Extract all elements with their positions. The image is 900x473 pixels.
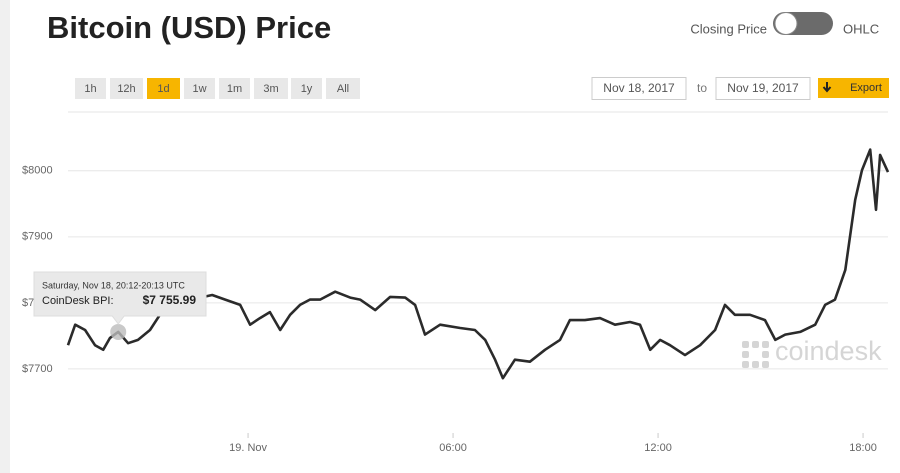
range-button-label[interactable]: 1y xyxy=(301,83,313,95)
range-button[interactable] xyxy=(219,78,250,99)
toggle-label-right[interactable]: OHLC xyxy=(843,21,879,36)
watermark-dot xyxy=(752,341,759,348)
range-button[interactable] xyxy=(254,78,288,99)
toggle-label-left[interactable]: Closing Price xyxy=(690,21,767,36)
tooltip-value: $7 755.99 xyxy=(143,293,197,307)
watermark-text: coindesk xyxy=(775,336,882,366)
tooltip-series: CoinDesk BPI: xyxy=(42,295,114,307)
range-button-label[interactable]: 1d xyxy=(157,83,169,95)
watermark-dot xyxy=(752,361,759,368)
watermark-dot xyxy=(762,341,769,348)
range-button[interactable] xyxy=(291,78,322,99)
watermark-dot xyxy=(762,361,769,368)
hover-point xyxy=(110,323,127,340)
watermark-dot xyxy=(762,351,769,358)
range-button-label[interactable]: 12h xyxy=(117,83,135,95)
date-from-box[interactable] xyxy=(591,77,687,100)
export-label[interactable]: Export xyxy=(850,82,882,94)
watermark-dot xyxy=(742,351,749,358)
range-button-label[interactable]: 3m xyxy=(263,83,278,95)
range-button[interactable] xyxy=(184,78,215,99)
export-button[interactable] xyxy=(818,78,889,98)
y-tick-label: $7700 xyxy=(22,363,53,375)
range-button[interactable] xyxy=(75,78,106,99)
x-tick-label: 19. Nov xyxy=(229,442,267,454)
date-to[interactable]: Nov 19, 2017 xyxy=(727,81,799,95)
range-button[interactable] xyxy=(326,78,360,99)
date-to-label: to xyxy=(697,81,707,95)
date-from[interactable]: Nov 18, 2017 xyxy=(603,81,675,95)
x-tick-label: 18:00 xyxy=(849,442,877,454)
page-title: Bitcoin (USD) Price xyxy=(47,10,331,45)
range-button-label[interactable]: 1h xyxy=(84,83,96,95)
x-tick-label: 06:00 xyxy=(439,442,467,454)
tooltip-box xyxy=(33,271,207,325)
side-strip xyxy=(0,0,10,473)
range-button-label[interactable]: 1m xyxy=(227,83,242,95)
y-tick-label: $8000 xyxy=(22,165,53,177)
range-button[interactable] xyxy=(110,78,143,99)
x-tick-label: 12:00 xyxy=(644,442,672,454)
tooltip-title: Saturday, Nov 18, 20:12-20:13 UTC xyxy=(42,280,185,290)
range-button-label[interactable]: 1w xyxy=(192,83,206,95)
range-button-label[interactable]: All xyxy=(337,83,349,95)
range-button[interactable] xyxy=(147,78,180,99)
date-to-box[interactable] xyxy=(715,77,811,100)
watermark-dot xyxy=(742,361,749,368)
y-tick-label: $7900 xyxy=(22,231,53,243)
toggle-knob[interactable] xyxy=(774,12,798,35)
export-icon[interactable] xyxy=(822,82,832,93)
watermark-dot xyxy=(742,341,749,348)
watermark: coindesk xyxy=(742,336,882,368)
